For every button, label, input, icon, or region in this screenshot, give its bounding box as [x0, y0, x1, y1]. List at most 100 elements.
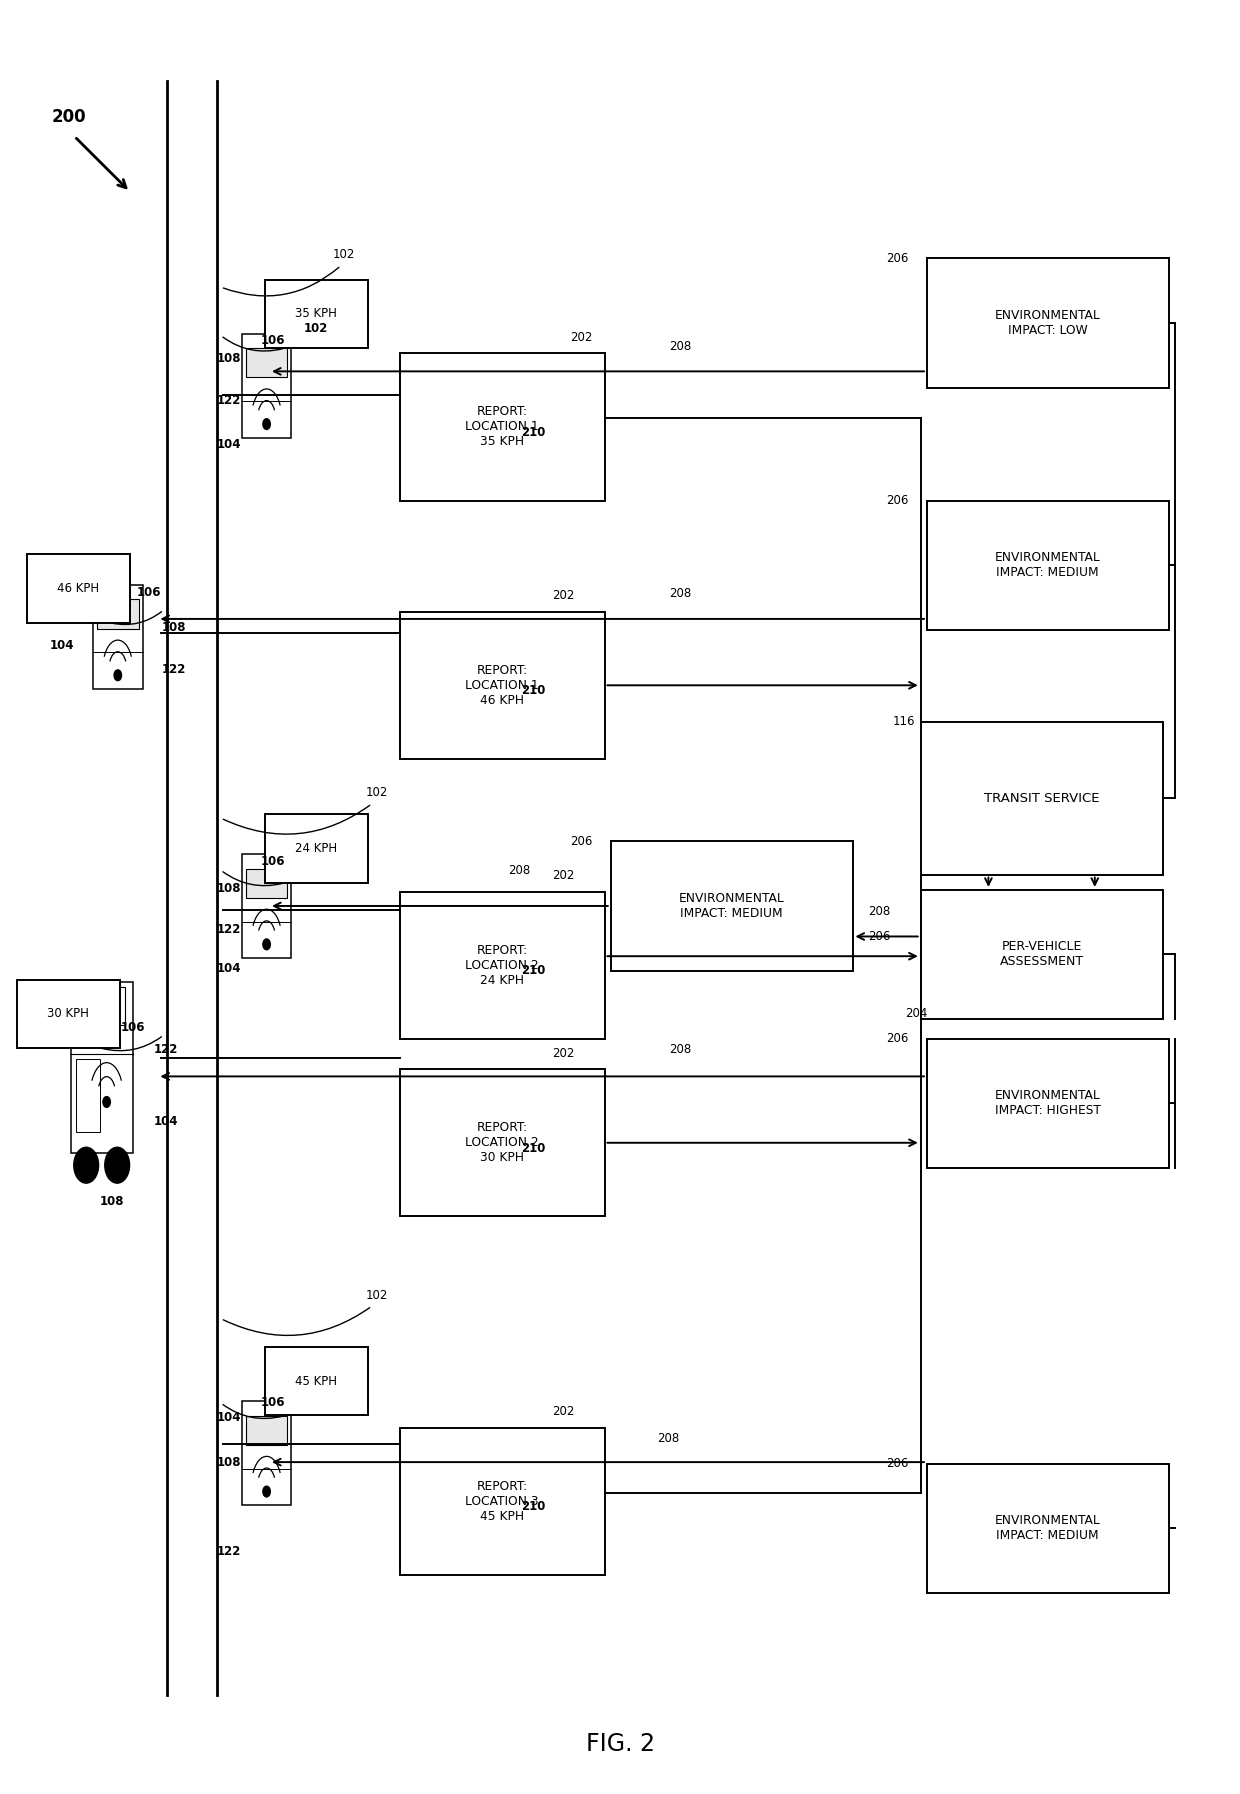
Text: 206: 206 [887, 1032, 909, 1046]
Bar [920, 890, 1163, 1019]
Text: 202: 202 [552, 588, 574, 603]
Text: 122: 122 [217, 393, 242, 407]
Bar [399, 353, 605, 501]
Text: 208: 208 [670, 1042, 692, 1057]
Text: REPORT:
LOCATION 3
45 KPH: REPORT: LOCATION 3 45 KPH [465, 1480, 539, 1523]
Text: 46 KPH: 46 KPH [57, 581, 99, 596]
Text: 206: 206 [887, 251, 909, 266]
Bar [246, 348, 288, 377]
Bar [242, 334, 291, 438]
Bar [265, 1347, 367, 1415]
Bar [265, 280, 367, 348]
Text: REPORT:
LOCATION 2
24 KPH: REPORT: LOCATION 2 24 KPH [465, 944, 539, 987]
Text: FIG. 2: FIG. 2 [585, 1731, 655, 1756]
Bar [610, 841, 853, 971]
Text: 210: 210 [521, 963, 546, 978]
Text: ENVIRONMENTAL
IMPACT: MEDIUM: ENVIRONMENTAL IMPACT: MEDIUM [994, 551, 1101, 579]
Text: 208: 208 [868, 904, 890, 919]
Text: 206: 206 [887, 493, 909, 508]
Circle shape [263, 1485, 270, 1496]
Text: ENVIRONMENTAL
IMPACT: HIGHEST: ENVIRONMENTAL IMPACT: HIGHEST [994, 1089, 1101, 1118]
Bar [76, 1058, 100, 1132]
Text: 106: 106 [136, 585, 161, 599]
Bar [97, 599, 139, 628]
Text: 202: 202 [552, 1046, 574, 1060]
Text: 122: 122 [161, 662, 186, 676]
Text: 202: 202 [552, 1405, 574, 1419]
Text: 104: 104 [217, 1410, 242, 1424]
Text: 206: 206 [570, 834, 593, 849]
Text: 24 KPH: 24 KPH [295, 841, 337, 856]
Bar [399, 892, 605, 1039]
Text: 200: 200 [52, 108, 87, 126]
Text: 102: 102 [366, 786, 388, 800]
Bar [246, 1415, 288, 1444]
Text: 108: 108 [217, 881, 242, 895]
Text: 30 KPH: 30 KPH [47, 1006, 89, 1021]
Circle shape [104, 1148, 130, 1184]
Bar [27, 554, 130, 623]
Text: 202: 202 [570, 330, 593, 344]
Circle shape [263, 938, 270, 949]
Text: 108: 108 [99, 1195, 124, 1209]
Text: 108: 108 [217, 352, 242, 366]
Text: 208: 208 [670, 339, 692, 353]
Text: 102: 102 [332, 248, 355, 262]
Text: 210: 210 [521, 684, 546, 698]
Text: 106: 106 [260, 334, 285, 348]
Circle shape [103, 1096, 110, 1107]
Bar [265, 814, 367, 883]
Text: 104: 104 [50, 639, 74, 653]
Text: 45 KPH: 45 KPH [295, 1374, 337, 1389]
Text: 104: 104 [217, 962, 242, 976]
Text: 108: 108 [217, 1455, 242, 1469]
Text: 210: 210 [521, 425, 546, 440]
Text: 116: 116 [893, 714, 915, 728]
Text: 206: 206 [887, 1457, 909, 1471]
Text: 204: 204 [905, 1006, 928, 1021]
Text: 202: 202 [552, 868, 574, 883]
Text: 104: 104 [217, 438, 242, 452]
Text: 106: 106 [260, 1396, 285, 1410]
Text: 122: 122 [217, 922, 242, 936]
Bar [16, 980, 119, 1048]
Text: 35 KPH: 35 KPH [295, 307, 337, 321]
Bar [93, 585, 143, 689]
Text: ENVIRONMENTAL
IMPACT: MEDIUM: ENVIRONMENTAL IMPACT: MEDIUM [994, 1514, 1101, 1543]
Text: 210: 210 [521, 1500, 546, 1514]
Circle shape [114, 669, 122, 680]
Bar [246, 868, 288, 897]
Circle shape [74, 1148, 99, 1184]
Text: REPORT:
LOCATION 1
35 KPH: REPORT: LOCATION 1 35 KPH [465, 405, 539, 448]
Bar [399, 612, 605, 759]
Text: 102: 102 [304, 321, 329, 335]
Text: 106: 106 [260, 854, 285, 868]
Text: 206: 206 [868, 929, 890, 944]
Text: 208: 208 [508, 863, 531, 877]
Bar [920, 721, 1163, 875]
Text: 210: 210 [521, 1141, 546, 1155]
Bar [926, 258, 1168, 388]
Text: 122: 122 [217, 1545, 242, 1559]
Text: 208: 208 [657, 1432, 680, 1446]
Text: 208: 208 [670, 587, 692, 601]
Bar [242, 854, 291, 958]
Circle shape [263, 418, 270, 429]
Bar [399, 1069, 605, 1216]
Text: REPORT:
LOCATION 2
30 KPH: REPORT: LOCATION 2 30 KPH [465, 1121, 539, 1164]
Bar [399, 1428, 605, 1575]
Text: ENVIRONMENTAL
IMPACT: LOW: ENVIRONMENTAL IMPACT: LOW [994, 309, 1101, 337]
Text: REPORT:
LOCATION 1
46 KPH: REPORT: LOCATION 1 46 KPH [465, 664, 539, 707]
Bar [926, 1464, 1168, 1593]
Text: 108: 108 [161, 621, 186, 635]
Bar [926, 1039, 1168, 1168]
Text: ENVIRONMENTAL
IMPACT: MEDIUM: ENVIRONMENTAL IMPACT: MEDIUM [678, 892, 785, 920]
Text: 102: 102 [366, 1288, 388, 1302]
Text: 106: 106 [120, 1021, 145, 1035]
Bar [926, 501, 1168, 630]
Text: 122: 122 [154, 1042, 179, 1057]
Text: PER-VEHICLE
ASSESSMENT: PER-VEHICLE ASSESSMENT [999, 940, 1084, 969]
Bar [71, 983, 133, 1154]
Bar [78, 987, 125, 1024]
Bar [242, 1401, 291, 1505]
